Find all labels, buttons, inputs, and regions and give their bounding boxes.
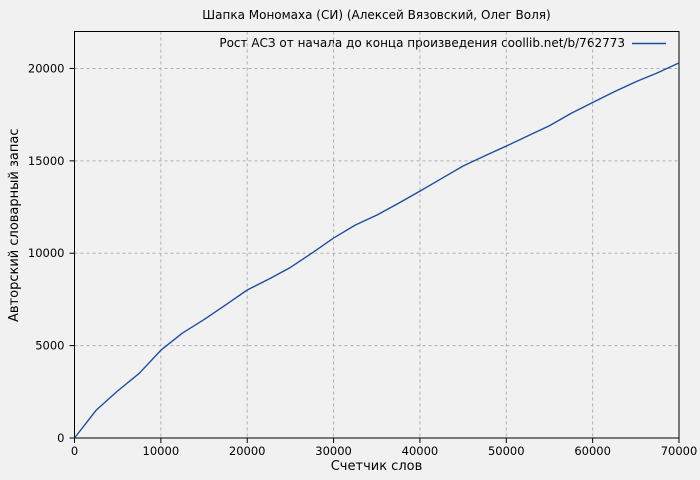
y-tick-label: 5000: [35, 339, 64, 353]
x-tick-label: 10000: [143, 444, 180, 458]
data-line: [73, 62, 680, 439]
y-tick-label: 15000: [28, 154, 65, 168]
y-axis-label: Авторский словарный запас: [7, 128, 22, 323]
x-tick-label: 70000: [661, 444, 698, 458]
x-tick-label: 60000: [574, 444, 611, 458]
y-tick-label: 20000: [28, 61, 65, 75]
legend: Рост АСЗ от начала до конца произведения…: [219, 36, 666, 50]
x-axis-label: Счетчик слов: [330, 459, 423, 474]
x-tick-label: 20000: [229, 444, 266, 458]
x-tick-label: 30000: [315, 444, 352, 458]
x-tick-label: 0: [71, 444, 78, 458]
x-tick-label: 40000: [402, 444, 439, 458]
y-tick-label: 10000: [28, 246, 65, 260]
x-tick-label: 50000: [488, 444, 525, 458]
plot-frame: [74, 31, 680, 439]
chart-title: Шапка Мономаха (СИ) (Алексей Вязовский, …: [202, 8, 551, 22]
legend-line-sample: [632, 41, 666, 46]
legend-label: Рост АСЗ от начала до конца произведения…: [219, 36, 625, 50]
y-tick-label: 0: [57, 431, 64, 445]
